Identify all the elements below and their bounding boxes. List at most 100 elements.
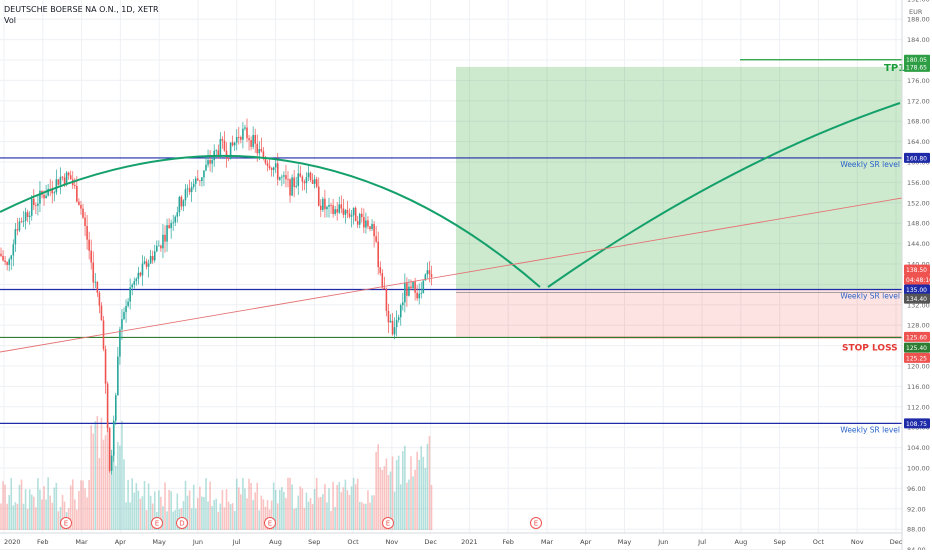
volume-bar	[197, 498, 199, 530]
event-marker	[382, 517, 394, 529]
volume-bar	[334, 507, 336, 530]
volume-bar	[53, 487, 56, 530]
price-tag	[904, 331, 930, 342]
volume-bar	[235, 478, 238, 530]
time-tick-label: Feb	[502, 538, 514, 546]
volume-bar	[305, 492, 308, 530]
candle-body	[330, 204, 332, 206]
candle-body	[184, 189, 187, 201]
candle-body	[383, 287, 386, 290]
volume-bar	[299, 486, 302, 530]
volume-bar	[176, 493, 179, 530]
candle-body	[35, 205, 37, 206]
candle-body	[293, 177, 295, 187]
price-tag-text: 160.80	[906, 155, 927, 162]
volume-bar	[250, 482, 252, 530]
candle-body	[137, 272, 140, 279]
candle-body	[410, 286, 412, 289]
volume-bar	[428, 436, 431, 530]
volume-bar	[131, 478, 133, 530]
candle-body	[147, 263, 150, 267]
price-tick-label: 184.00	[907, 36, 930, 44]
volume-bar	[281, 487, 283, 530]
event-marker	[60, 517, 72, 529]
time-tick-label: May	[152, 538, 166, 546]
volume-bar	[16, 503, 19, 530]
grid	[0, 0, 902, 551]
candle-body	[162, 234, 164, 249]
volume-bar	[100, 417, 103, 530]
candle-body	[274, 163, 277, 168]
volume-bar	[377, 444, 379, 530]
volume-bar	[399, 484, 402, 530]
candle-body	[186, 188, 189, 190]
position-zones: TP1 STOP LOSS	[456, 59, 905, 354]
candle-body	[215, 150, 218, 152]
time-tick-label: Aug	[735, 538, 748, 546]
price-tick-label: 100.00	[907, 465, 930, 473]
candle-body	[381, 273, 384, 288]
time-tick-label: May	[618, 538, 632, 546]
volume-bar	[57, 511, 60, 530]
volume-bar	[106, 421, 109, 530]
candle-body	[117, 356, 119, 396]
candle-body	[393, 327, 396, 335]
candle-body	[266, 163, 269, 166]
candle-body	[84, 217, 86, 226]
volume-bar	[121, 420, 123, 530]
price-tag	[904, 418, 930, 429]
volume-bar	[231, 503, 234, 530]
volume-bar	[219, 503, 222, 530]
volume-bar	[404, 445, 406, 530]
volume-bar	[313, 488, 316, 530]
time-tick-label: Oct	[347, 538, 359, 546]
candle-body	[326, 206, 328, 210]
candle-body	[336, 209, 338, 213]
volume-bar	[41, 499, 43, 530]
candle-body	[373, 224, 375, 237]
volume-bar	[295, 507, 297, 530]
volume-bar	[43, 486, 45, 530]
candle-body	[254, 135, 256, 144]
volume-bar	[412, 476, 414, 530]
event-marker-label: E	[155, 520, 159, 528]
volume-bar	[141, 496, 144, 530]
volume-bar	[188, 490, 191, 530]
volume-bar	[420, 446, 423, 530]
volume-bar	[82, 480, 84, 530]
volume-bar	[59, 506, 62, 530]
volume-bar	[28, 489, 31, 530]
volume-bar	[266, 500, 269, 530]
volume-bar	[383, 466, 386, 530]
candle-body	[416, 292, 418, 299]
candle-body	[221, 139, 224, 141]
candle-body	[418, 293, 420, 299]
price-tag-text: 178.65	[906, 64, 927, 71]
candle-body	[250, 140, 252, 147]
volume-bar	[330, 511, 332, 530]
candle-body	[379, 267, 382, 274]
volume-bar	[30, 494, 33, 530]
volume-bar	[367, 490, 369, 530]
candle-body	[289, 179, 291, 196]
time-tick-label: Jul	[232, 538, 241, 546]
time-axis[interactable]: 2020 Feb Mar Apr May Jun Jul Aug Sep Oct Nov Dec 202…	[0, 532, 903, 546]
candle-body	[24, 212, 27, 221]
candle-body	[231, 142, 234, 146]
projection-curve	[547, 102, 901, 288]
volume-bar	[49, 495, 51, 530]
currency-label: EUR	[909, 8, 923, 16]
candle-body	[55, 179, 58, 193]
volume-bar	[0, 503, 2, 530]
candle-body	[233, 142, 236, 146]
event-marker	[530, 517, 542, 529]
candle-body	[4, 260, 6, 263]
volume-bar	[315, 477, 318, 530]
candle-body	[37, 203, 39, 206]
volume-bar	[358, 501, 361, 530]
candle-body	[369, 226, 371, 230]
candle-body	[133, 281, 136, 285]
volume-bar	[227, 501, 230, 530]
